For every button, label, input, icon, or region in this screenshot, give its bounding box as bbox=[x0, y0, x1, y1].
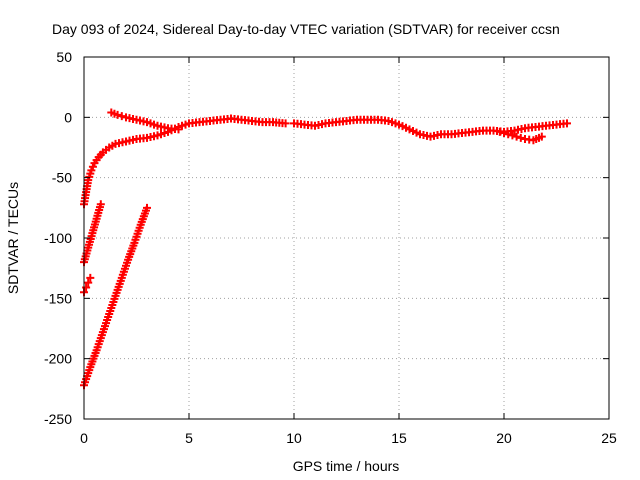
x-tick-label: 20 bbox=[496, 430, 512, 446]
data-point bbox=[113, 110, 122, 119]
data-point bbox=[86, 273, 95, 282]
series-midday-track bbox=[290, 115, 571, 141]
data-point bbox=[563, 119, 571, 128]
series-evening-branch bbox=[495, 127, 546, 145]
data-point bbox=[537, 132, 546, 141]
data-point bbox=[82, 283, 91, 292]
y-tick-label: -150 bbox=[44, 290, 72, 306]
x-axis-label: GPS time / hours bbox=[293, 458, 400, 474]
axis-ticks: 0 5 10 15 20 25 -250 -200 -150 -100 -50 0 50 bbox=[44, 49, 617, 446]
series-descent-1 bbox=[80, 200, 105, 267]
y-tick-label: -100 bbox=[44, 230, 72, 246]
data-point bbox=[96, 200, 105, 209]
y-tick-label: -200 bbox=[44, 351, 72, 367]
data-point bbox=[508, 131, 517, 140]
series-upper-segment bbox=[107, 108, 183, 134]
data-point bbox=[500, 129, 508, 138]
data-points bbox=[80, 108, 571, 390]
x-tick-label: 25 bbox=[601, 430, 617, 446]
chart-title: Day 093 of 2024, Sidereal Day-to-day VTE… bbox=[52, 21, 560, 37]
y-tick-label: 50 bbox=[56, 49, 72, 65]
y-tick-label: 0 bbox=[64, 109, 72, 125]
data-point bbox=[84, 278, 93, 287]
y-axis-label: SDTVAR / TECUs bbox=[5, 182, 21, 294]
x-tick-label: 10 bbox=[286, 430, 302, 446]
x-tick-label: 0 bbox=[80, 430, 88, 446]
x-tick-label: 5 bbox=[185, 430, 193, 446]
series-main-track bbox=[80, 114, 290, 209]
data-point bbox=[495, 127, 504, 136]
x-tick-label: 15 bbox=[391, 430, 407, 446]
y-tick-label: -50 bbox=[52, 170, 72, 186]
data-point bbox=[174, 125, 183, 134]
data-point bbox=[516, 133, 525, 142]
data-point bbox=[117, 112, 126, 121]
data-point bbox=[504, 130, 513, 139]
data-point bbox=[512, 132, 521, 141]
data-point bbox=[281, 119, 290, 128]
data-point bbox=[143, 203, 151, 212]
series-descent-2 bbox=[80, 273, 95, 297]
series-descent-3 bbox=[80, 203, 151, 390]
y-tick-label: -250 bbox=[44, 411, 72, 427]
plot-frame bbox=[83, 56, 610, 420]
grid-lines bbox=[84, 57, 609, 419]
